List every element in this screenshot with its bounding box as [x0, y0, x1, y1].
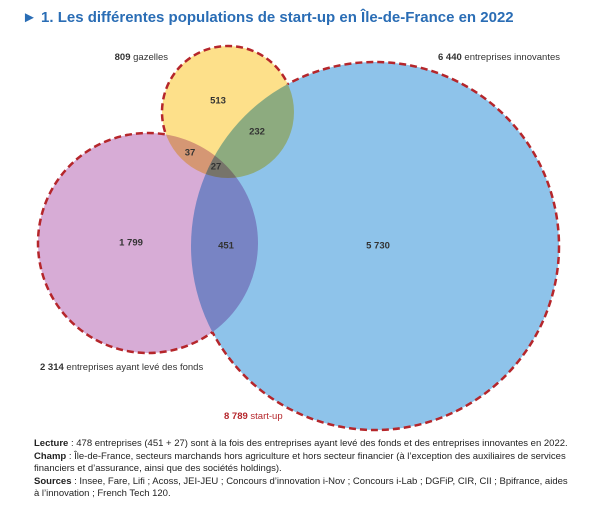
label-text: start-up [250, 411, 282, 422]
title: ► 1. Les différentes populations de star… [22, 8, 514, 26]
note-text: : Île-de-France, secteurs marchands hors… [34, 450, 566, 475]
label-number: 8 789 [224, 411, 248, 422]
outline [189, 60, 561, 432]
region-value: 37 [185, 148, 196, 159]
venn: ► 1. Les différentes populations de star… [22, 8, 561, 432]
label-text: entreprises ayant levé des fonds [66, 362, 203, 373]
label: 6 440 entreprises innovantes [438, 52, 560, 63]
label-number: 809 [115, 52, 131, 63]
notes: Lecture : 478 entreprises (451 + 27) son… [34, 438, 574, 501]
outline [36, 131, 260, 355]
label: 809 gazelles [115, 52, 169, 63]
region-value: 451 [218, 241, 235, 252]
label: 8 789 start-up [224, 411, 283, 422]
note-label: Sources [34, 475, 72, 487]
label-number: 2 314 [40, 362, 64, 373]
region-value: 1 799 [119, 238, 143, 249]
note-label: Champ [34, 450, 67, 462]
note-text: : Insee, Fare, Lifi ; Acoss, JEI-JEU ; C… [34, 475, 568, 500]
circle-innovantes [191, 62, 559, 430]
region-value: 5 730 [366, 241, 390, 252]
note-text: : 478 entreprises (451 + 27) sont à la f… [68, 438, 568, 449]
label-number: 6 440 [438, 52, 462, 63]
note-label: Lecture [34, 438, 69, 449]
label-text: entreprises innovantes [464, 52, 560, 63]
note: Champ : Île-de-France, secteurs marchand… [34, 451, 574, 476]
note: Lecture : 478 entreprises (451 + 27) son… [34, 438, 574, 451]
circle-fonds [38, 133, 258, 353]
region-value: 232 [249, 127, 265, 138]
outline [160, 44, 296, 180]
label: 2 314 entreprises ayant levé des fonds [40, 362, 203, 373]
region-value: 513 [210, 96, 226, 107]
circle-gazelles [162, 46, 294, 178]
region-value: 27 [211, 162, 222, 173]
label-text: gazelles [133, 52, 168, 63]
note: Sources : Insee, Fare, Lifi ; Acoss, JEI… [34, 476, 574, 501]
